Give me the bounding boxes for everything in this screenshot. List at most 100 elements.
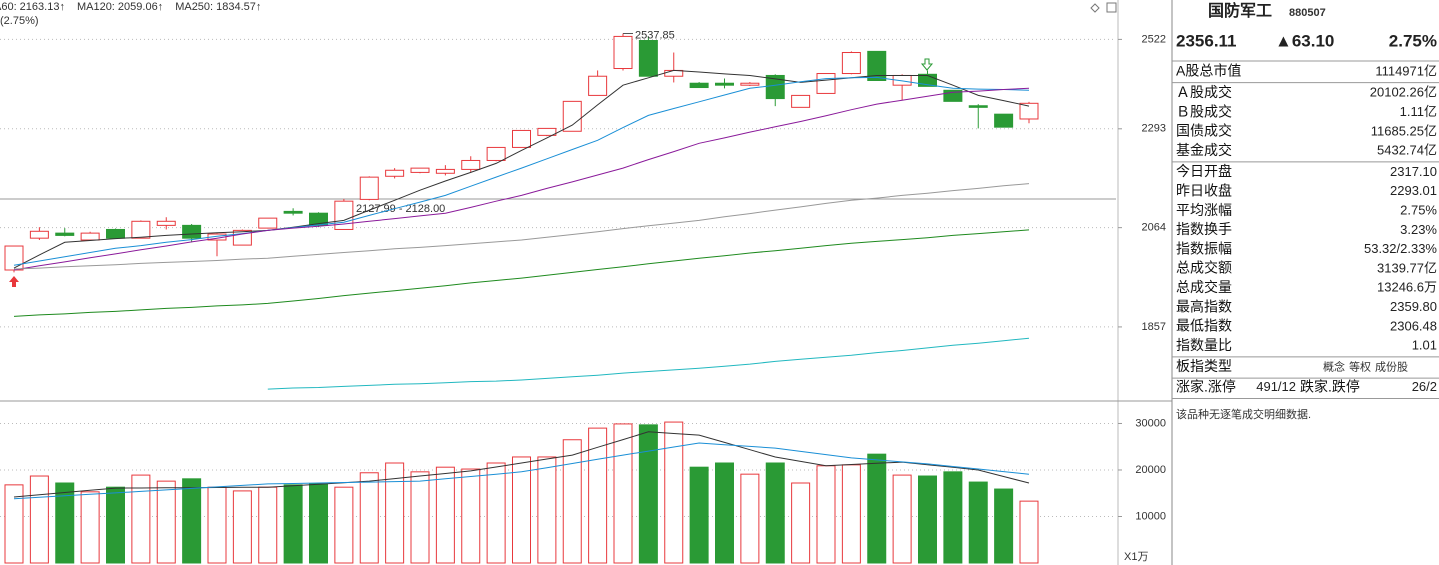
volume-bar	[765, 462, 785, 564]
volume-bar	[613, 423, 633, 564]
candle-body	[512, 129, 531, 148]
price-change: ▲63.10	[1275, 31, 1334, 50]
volume-bar	[29, 475, 49, 564]
type-option[interactable]: 等权	[1349, 359, 1371, 373]
volume-bar	[968, 481, 988, 564]
volume-bar	[943, 471, 963, 564]
y-tick-label: 30000	[1135, 417, 1166, 429]
panel-label: A股总市值	[1176, 63, 1241, 79]
panel-label: Ｂ股成交	[1176, 103, 1232, 119]
volume-unit: X1万	[1124, 551, 1148, 563]
volume-bar	[689, 466, 709, 564]
sell-arrow	[920, 58, 934, 71]
candle-body	[740, 82, 760, 86]
volume-bar	[55, 482, 75, 564]
candle-body	[55, 232, 75, 236]
ma-line	[13, 183, 1030, 270]
candle-body	[182, 224, 202, 239]
volume-bar	[156, 480, 176, 564]
ma-line	[13, 431, 1030, 498]
panel-value: 2306.48	[1390, 318, 1437, 333]
panel-value: 5432.74亿	[1377, 143, 1437, 158]
panel-label: 今日开盘	[1176, 163, 1232, 179]
volume-bar	[486, 462, 506, 564]
candle-body	[410, 167, 430, 173]
price-change-pct: 2.75%	[1389, 31, 1437, 50]
price-line-label: 2127.99 - 2128.00	[356, 203, 445, 215]
candle-body	[791, 94, 811, 108]
y-tick-label: 2522	[1142, 33, 1166, 45]
panel-value: 1.11亿	[1400, 104, 1437, 119]
ma-line	[13, 87, 1030, 271]
panel-value: 20102.26亿	[1370, 85, 1437, 100]
panel-code: 880507	[1289, 7, 1326, 19]
candle-body	[867, 50, 887, 82]
legend-entry: MA120: 2059.06↑	[77, 1, 163, 13]
volume-bar	[4, 484, 24, 564]
volume-bar	[435, 466, 455, 564]
candle-body	[537, 127, 557, 136]
panel-title: 国防军工	[1208, 1, 1272, 20]
type-option[interactable]: 概念	[1323, 359, 1345, 373]
y-tick-label: 20000	[1135, 464, 1166, 476]
volume-bar	[791, 482, 811, 564]
panel-label: 总成交量	[1176, 279, 1232, 295]
candle-body	[1019, 102, 1039, 120]
ma-line	[13, 442, 1030, 500]
toolbar-icons[interactable]	[1090, 2, 1117, 13]
ma-line	[13, 69, 1030, 269]
volume-bar	[461, 468, 481, 564]
volume-bar	[359, 472, 379, 564]
y-tick-label: 2064	[1142, 222, 1166, 234]
candle-body	[385, 169, 405, 177]
type-option[interactable]: 成份股	[1375, 360, 1408, 373]
volume-bar	[715, 462, 734, 564]
candle-body	[638, 40, 658, 77]
panel-value: 26/2	[1412, 379, 1437, 394]
diamond-icon[interactable]	[1090, 3, 1100, 13]
candle-body	[334, 200, 354, 230]
panel-value: 11685.25亿	[1371, 123, 1437, 138]
candle-body	[994, 113, 1014, 128]
candle-body	[4, 245, 24, 271]
panel-value: 2317.10	[1390, 164, 1437, 179]
volume-bar	[994, 488, 1014, 564]
panel-value: 1114971亿	[1375, 63, 1437, 78]
volume-bar	[867, 453, 887, 564]
panel-value: 3.23%	[1400, 222, 1437, 237]
volume-bar	[410, 471, 430, 564]
candle-body	[435, 168, 455, 174]
volume-bar	[309, 483, 328, 564]
volume-bar	[385, 462, 405, 564]
volume-bar	[562, 439, 582, 564]
candle-body	[283, 210, 303, 214]
volume-bar	[892, 474, 912, 564]
volume-bar	[131, 474, 151, 564]
panel-value: 491/12	[1256, 379, 1296, 394]
legend-change: (2.75%)	[0, 15, 39, 27]
candle-body	[588, 75, 608, 96]
panel-label: 板指类型	[1176, 358, 1232, 374]
panel-value: 1.01	[1412, 338, 1437, 353]
candle-body	[359, 176, 379, 200]
volume-bar	[841, 464, 861, 564]
peak-label: 2537.85	[635, 29, 675, 41]
panel-label: 指数量比	[1176, 337, 1232, 353]
candle-body	[943, 89, 963, 102]
last-price: 2356.11	[1176, 31, 1237, 50]
candle-body	[689, 82, 709, 89]
panel-label: 跌家.跌停	[1300, 379, 1360, 395]
candle-body	[715, 82, 734, 86]
volume-bar	[80, 491, 100, 564]
panel-value: 3139.77亿	[1377, 260, 1437, 275]
volume-bar	[1019, 500, 1039, 564]
panel-label: 最高指数	[1176, 298, 1232, 314]
panel-label: 国债成交	[1176, 123, 1232, 139]
panel-label: 昨日收盘	[1176, 183, 1232, 199]
ma-line	[13, 229, 1030, 317]
close-icon[interactable]	[1106, 2, 1117, 13]
candle-body	[613, 35, 633, 70]
candle-body	[765, 74, 785, 100]
